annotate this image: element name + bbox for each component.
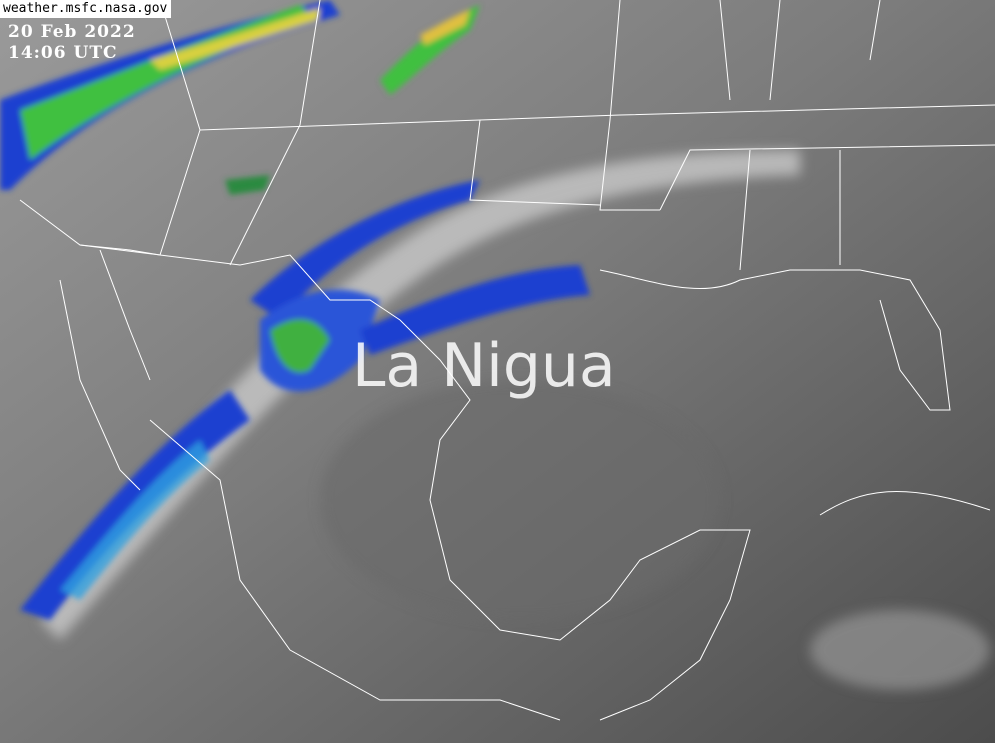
date-label: 20 Feb 2022	[8, 22, 136, 42]
time-label: 14:06 UTC	[8, 43, 118, 63]
political-borders	[19, 0, 995, 721]
cloud-cover	[40, 150, 990, 690]
watermark: La Nigua	[352, 331, 616, 401]
source-label: weather.msfc.nasa.gov	[0, 0, 172, 18]
timestamp: 20 Feb 2022 14:06 UTC	[8, 22, 136, 64]
precipitation	[0, 0, 590, 620]
